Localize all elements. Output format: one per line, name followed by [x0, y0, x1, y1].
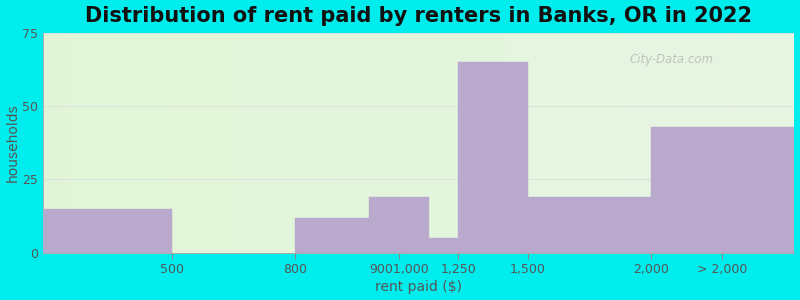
- Bar: [134, 33, 146, 253]
- Bar: [362, 33, 373, 253]
- Bar: [384, 33, 395, 253]
- Bar: [248, 33, 259, 253]
- Bar: [168, 33, 180, 253]
- Bar: [111, 33, 122, 253]
- Bar: [282, 33, 294, 253]
- Bar: [237, 33, 248, 253]
- Bar: [794, 33, 800, 253]
- Bar: [430, 33, 441, 253]
- Bar: [770, 33, 782, 253]
- Bar: [510, 33, 521, 253]
- Bar: [373, 33, 384, 253]
- Bar: [43, 209, 172, 253]
- Bar: [157, 33, 168, 253]
- Bar: [270, 33, 282, 253]
- Bar: [578, 33, 589, 253]
- Bar: [737, 33, 748, 253]
- Bar: [782, 33, 794, 253]
- Bar: [458, 62, 527, 253]
- Bar: [589, 33, 600, 253]
- Bar: [441, 33, 453, 253]
- Bar: [486, 33, 498, 253]
- Bar: [327, 33, 338, 253]
- Bar: [338, 33, 350, 253]
- Bar: [78, 33, 89, 253]
- Bar: [89, 33, 100, 253]
- Bar: [600, 33, 611, 253]
- Bar: [714, 33, 726, 253]
- Bar: [634, 33, 646, 253]
- Bar: [691, 33, 702, 253]
- Bar: [498, 33, 510, 253]
- Bar: [429, 238, 458, 253]
- Bar: [521, 33, 532, 253]
- Bar: [527, 197, 651, 253]
- Bar: [726, 33, 737, 253]
- Bar: [350, 33, 362, 253]
- Bar: [418, 33, 430, 253]
- Bar: [543, 33, 554, 253]
- X-axis label: rent paid ($): rent paid ($): [375, 280, 462, 294]
- Bar: [294, 33, 305, 253]
- Bar: [202, 33, 214, 253]
- Bar: [305, 33, 316, 253]
- Bar: [748, 33, 759, 253]
- Bar: [191, 33, 202, 253]
- Bar: [259, 33, 270, 253]
- Bar: [669, 33, 680, 253]
- Bar: [225, 33, 237, 253]
- Bar: [759, 33, 770, 253]
- Bar: [646, 33, 657, 253]
- Text: City-Data.com: City-Data.com: [629, 52, 714, 66]
- Bar: [146, 33, 157, 253]
- Bar: [680, 33, 691, 253]
- Bar: [66, 33, 78, 253]
- Bar: [532, 33, 543, 253]
- Bar: [100, 33, 111, 253]
- Bar: [122, 33, 134, 253]
- Bar: [702, 33, 714, 253]
- Bar: [43, 33, 54, 253]
- Y-axis label: households: households: [6, 103, 19, 182]
- Bar: [554, 33, 566, 253]
- Bar: [464, 33, 475, 253]
- Bar: [623, 33, 634, 253]
- Bar: [566, 33, 578, 253]
- Bar: [295, 218, 370, 253]
- Bar: [54, 33, 66, 253]
- Title: Distribution of rent paid by renters in Banks, OR in 2022: Distribution of rent paid by renters in …: [86, 6, 752, 26]
- Bar: [475, 33, 486, 253]
- Bar: [407, 33, 418, 253]
- Bar: [395, 33, 407, 253]
- Bar: [611, 33, 623, 253]
- Bar: [316, 33, 327, 253]
- Bar: [370, 197, 429, 253]
- Bar: [214, 33, 225, 253]
- Bar: [180, 33, 191, 253]
- Bar: [657, 33, 669, 253]
- Bar: [651, 127, 794, 253]
- Bar: [453, 33, 464, 253]
